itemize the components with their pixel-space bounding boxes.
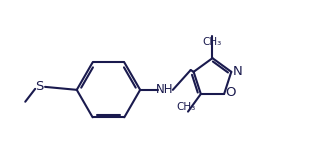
Text: S: S: [35, 80, 43, 93]
Text: CH₃: CH₃: [177, 102, 196, 112]
Text: NH: NH: [156, 83, 174, 96]
Text: N: N: [232, 65, 242, 78]
Text: O: O: [225, 86, 235, 98]
Text: CH₃: CH₃: [203, 37, 222, 47]
